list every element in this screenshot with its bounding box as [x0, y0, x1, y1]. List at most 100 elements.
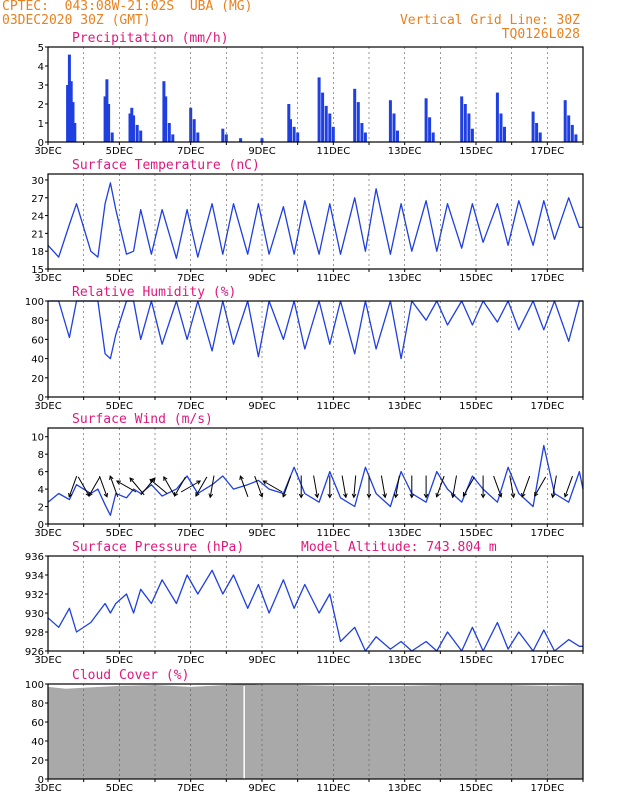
- y-tick-label: 926: [25, 647, 44, 658]
- y-tick-label: 20: [31, 374, 44, 385]
- precip-bar: [363, 132, 367, 142]
- precip-bar: [167, 123, 171, 142]
- wind-arrow-head: [129, 477, 134, 483]
- wind-arrow-head: [282, 492, 287, 498]
- y-tick-label: 27: [31, 194, 44, 205]
- precip-bar: [428, 117, 432, 142]
- y-tick-label: 2: [38, 100, 44, 111]
- precip-bar: [69, 81, 73, 142]
- panel-4: [45, 427, 584, 527]
- x-tick-label: 5DEC: [106, 783, 133, 794]
- cloud-cover-area: [48, 684, 583, 779]
- x-tick-label: 5DEC: [106, 401, 133, 412]
- precip-bar: [67, 54, 71, 142]
- x-tick-label: 11DEC: [316, 655, 350, 666]
- wind-arrow: [180, 480, 201, 493]
- wind-arrow: [174, 476, 186, 497]
- panel-frame: [47, 300, 584, 398]
- wind-arrow-head: [115, 480, 121, 485]
- panel-title: Precipitation (mm/h): [72, 31, 229, 46]
- panel-title: Cloud Cover (%): [72, 668, 189, 683]
- x-tick-label: 7DEC: [177, 655, 204, 666]
- precip-bar: [538, 132, 542, 142]
- wind-arrow: [209, 475, 215, 498]
- x-tick-label: 17DEC: [530, 783, 564, 794]
- series-line: [48, 300, 583, 360]
- wind-arrow: [282, 475, 292, 497]
- x-tick-label: 3DEC: [34, 655, 61, 666]
- wind-arrow-head: [68, 492, 73, 498]
- wind-arrow: [313, 475, 318, 498]
- x-tick-label: 13DEC: [388, 655, 422, 666]
- y-tick-label: 6: [38, 468, 44, 479]
- y-tick-label: 1: [38, 119, 44, 130]
- wind-arrow-head: [262, 480, 268, 485]
- precip-bar: [189, 107, 193, 142]
- precip-bar: [321, 92, 325, 142]
- panel-title: Surface Pressure (hPa): [72, 540, 244, 555]
- precip-bar: [356, 102, 360, 142]
- x-tick-label: 9DEC: [248, 655, 275, 666]
- precip-bar: [103, 96, 107, 142]
- precip-bar: [105, 79, 109, 142]
- y-tick-label: 4: [38, 485, 44, 496]
- precip-bar: [503, 126, 506, 142]
- x-tick-label: 13DEC: [388, 401, 422, 412]
- precip-bar: [196, 132, 200, 142]
- x-tick-label: 15DEC: [459, 783, 493, 794]
- wind-arrow: [564, 475, 573, 497]
- wind-arrow: [77, 476, 90, 497]
- precip-bar: [128, 113, 132, 142]
- y-tick-label: 40: [31, 355, 44, 366]
- precip-bar: [221, 128, 225, 142]
- wind-arrow: [88, 476, 101, 497]
- precip-bar: [495, 92, 499, 142]
- x-tick-label: 15DEC: [459, 146, 493, 157]
- y-tick-label: 0: [38, 775, 44, 786]
- series-line: [47, 569, 583, 652]
- series-line: [47, 182, 583, 259]
- y-tick-label: 100: [25, 297, 44, 308]
- wind-arrow-head: [208, 493, 214, 499]
- wind-arrow: [552, 475, 557, 498]
- precip-bar: [535, 123, 539, 142]
- panel-title: Surface Temperature (nC): [72, 158, 260, 173]
- precip-bar: [132, 115, 136, 142]
- wind-arrow-head: [163, 475, 168, 481]
- wind-arrow: [116, 480, 137, 493]
- panel-frame: [47, 173, 584, 270]
- wind-arrow-head: [563, 492, 569, 498]
- x-tick-label: 5DEC: [106, 273, 133, 284]
- x-tick-label: 15DEC: [459, 401, 493, 412]
- wind-arrow: [462, 476, 475, 497]
- x-tick-label: 17DEC: [530, 528, 564, 539]
- wind-arrow: [380, 475, 386, 498]
- x-tick-label: 9DEC: [248, 273, 275, 284]
- wind-arrow-head: [149, 478, 155, 484]
- precip-bar: [392, 113, 396, 142]
- wind-arrow: [493, 475, 502, 497]
- wind-arrow: [254, 475, 263, 497]
- wind-arrow: [509, 475, 515, 498]
- precip-bar: [139, 130, 143, 142]
- header-code: TQ0126L028: [501, 27, 580, 42]
- precip-bar: [353, 88, 357, 142]
- precip-bar: [463, 104, 467, 142]
- y-tick-label: 0: [38, 520, 44, 531]
- x-tick-label: 7DEC: [177, 528, 204, 539]
- x-tick-label: 3DEC: [34, 528, 61, 539]
- precip-bar: [260, 138, 264, 142]
- wind-arrow-head: [409, 493, 415, 499]
- wind-arrow-head: [462, 491, 468, 497]
- wind-arrow: [436, 475, 445, 497]
- wind-arrow: [341, 475, 347, 498]
- x-tick-label: 13DEC: [388, 528, 422, 539]
- wind-arrow: [534, 476, 547, 497]
- y-tick-label: 0: [38, 138, 44, 149]
- y-tick-label: 100: [25, 680, 44, 691]
- wind-arrow-head: [327, 493, 333, 499]
- x-tick-label: 9DEC: [248, 146, 275, 157]
- precip-bar: [130, 107, 134, 142]
- wind-arrow-head: [510, 493, 516, 499]
- x-tick-label: 5DEC: [106, 655, 133, 666]
